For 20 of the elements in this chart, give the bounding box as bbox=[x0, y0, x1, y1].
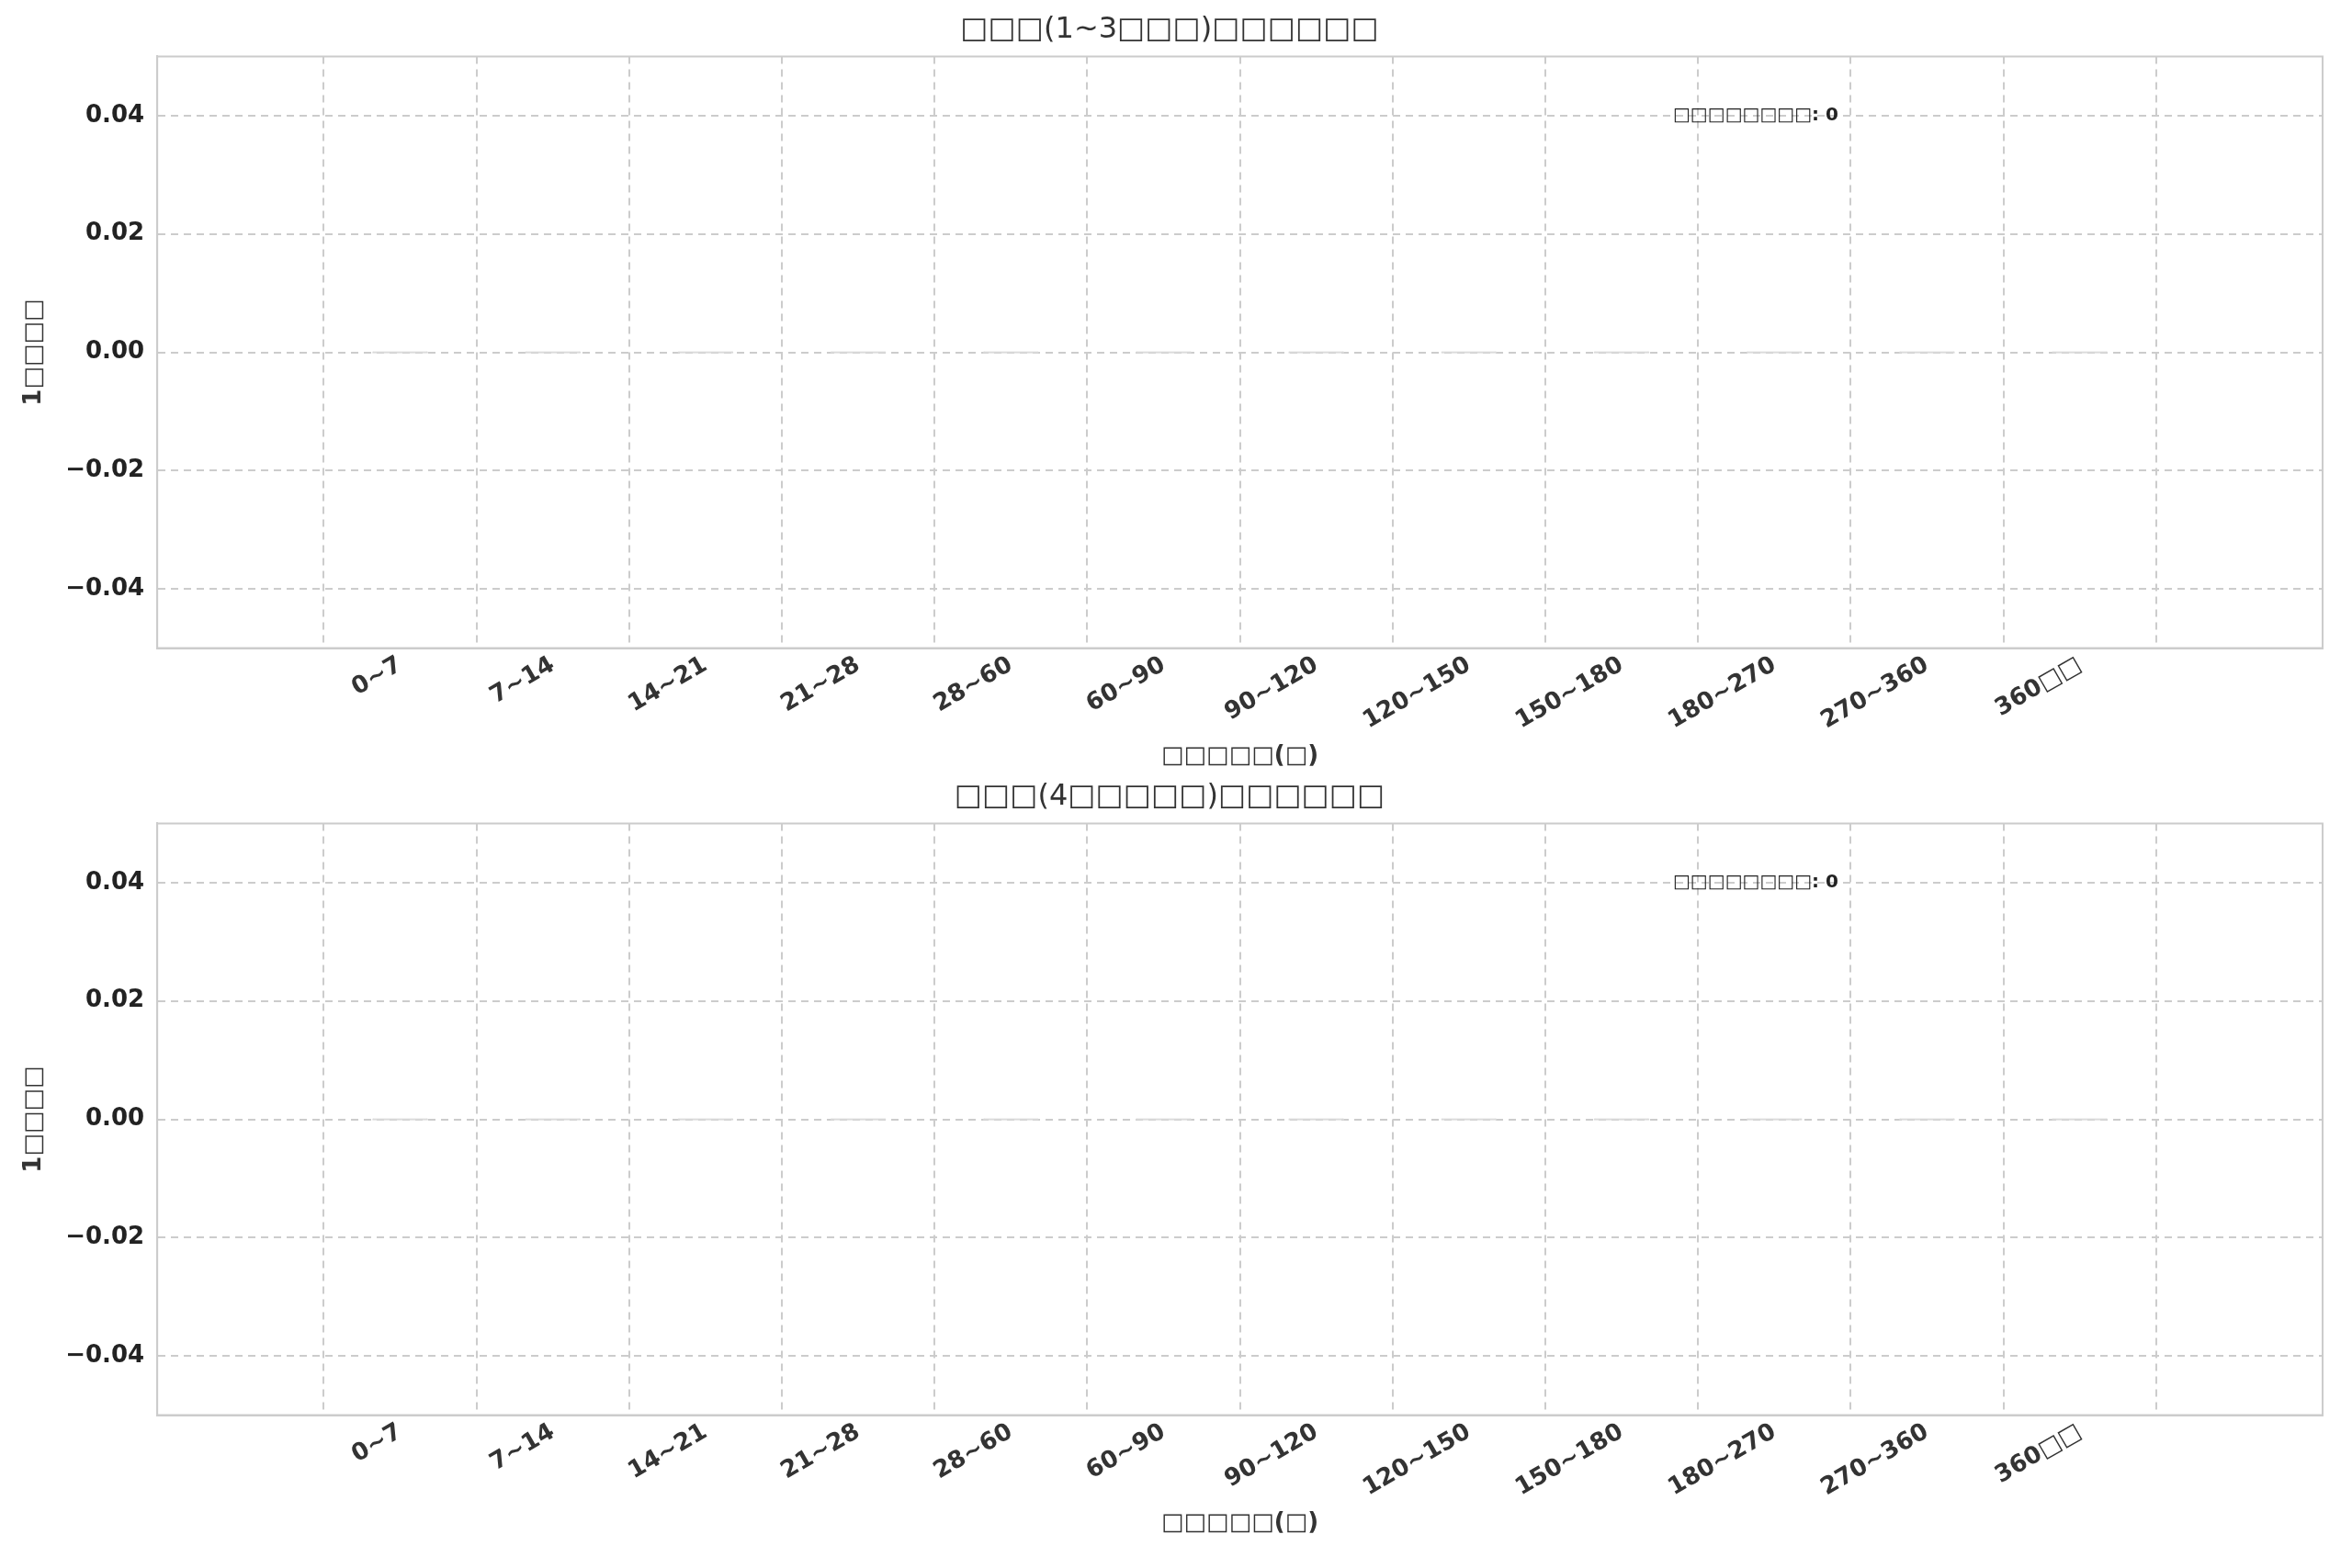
annotation: □□□□□□□□: 0 bbox=[1672, 870, 1838, 893]
y-tick-label: −0.04 bbox=[65, 1339, 145, 1368]
y-tick-label: 0.02 bbox=[85, 218, 145, 246]
y-tick-label: 0.00 bbox=[85, 1103, 145, 1132]
x-axis-title: □□□□□(□) bbox=[1160, 740, 1319, 769]
y-tick-label: −0.02 bbox=[65, 455, 145, 483]
y-tick-label: 0.00 bbox=[85, 336, 145, 365]
chart-title: □□□(1~3□□□)□□□□□□ bbox=[960, 9, 1379, 45]
y-tick-label: 0.04 bbox=[85, 866, 145, 895]
x-tick-label: 0~7 bbox=[345, 1416, 406, 1468]
chart-title: □□□(4□□□□□)□□□□□□ bbox=[954, 776, 1385, 812]
x-tick-label: 0~7 bbox=[345, 649, 406, 701]
y-tick-label: 0.04 bbox=[85, 99, 145, 128]
x-axis-title: □□□□□(□) bbox=[1160, 1507, 1319, 1536]
annotation: □□□□□□□□: 0 bbox=[1672, 103, 1838, 126]
y-tick-label: −0.02 bbox=[65, 1222, 145, 1250]
y-axis-title: 1□□□□ bbox=[18, 1066, 47, 1173]
y-tick-label: 0.02 bbox=[85, 985, 145, 1013]
y-axis-title: 1□□□□ bbox=[18, 299, 47, 406]
y-tick-label: −0.04 bbox=[65, 572, 145, 601]
